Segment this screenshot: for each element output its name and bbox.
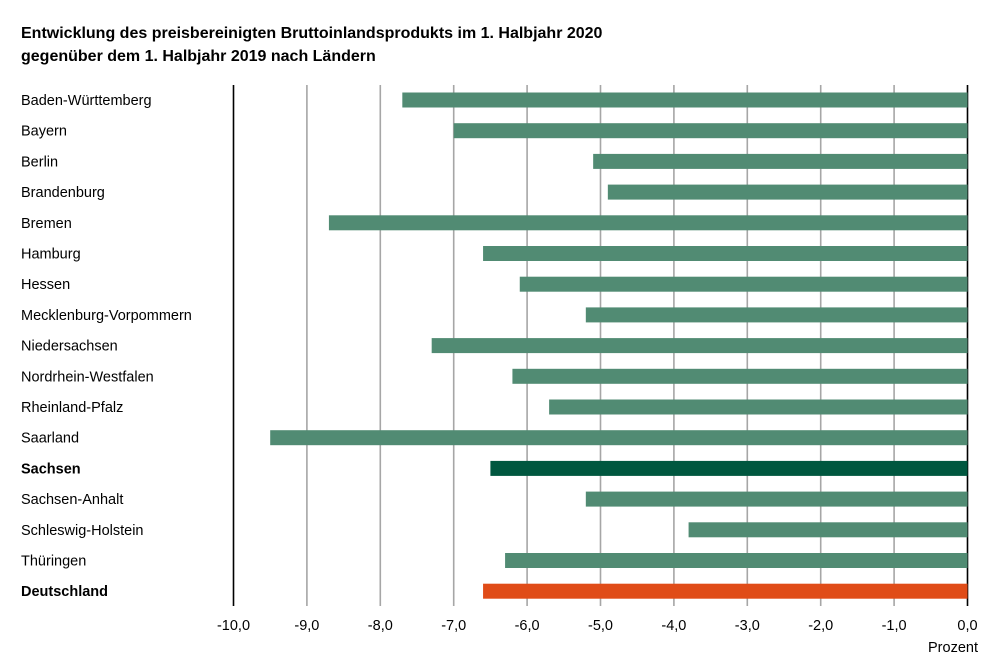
bar-niedersachsen — [431, 338, 968, 354]
bar-nordrhein-westfalen — [512, 368, 968, 384]
category-label: Deutschland — [21, 584, 108, 600]
bar-bayern — [453, 123, 968, 139]
bar-baden-w-rttemberg — [402, 92, 968, 108]
x-tick-label: -9,0 — [294, 618, 319, 634]
category-label: Saarland — [21, 431, 79, 447]
category-label: Sachsen-Anhalt — [21, 492, 123, 508]
category-label: Schleswig-Holstein — [21, 523, 144, 539]
category-label: Sachsen — [21, 461, 81, 477]
category-label: Bremen — [21, 216, 72, 232]
category-label: Rheinland-Pfalz — [21, 400, 123, 416]
category-label: Bayern — [21, 124, 67, 140]
x-tick-label: -1,0 — [882, 618, 907, 634]
category-label: Nordrhein-Westfalen — [21, 369, 154, 385]
bar-sachsen — [490, 460, 968, 476]
bar-bremen — [328, 215, 968, 231]
bar-hamburg — [483, 246, 968, 261]
chart-title-line2: gegenüber dem 1. Halbjahr 2019 nach Länd… — [21, 48, 376, 65]
x-tick-labels: -10,0 -9,0 -8,0 -7,0 -6,0 -5,0 -4,0 -3,0 -2,0 -1,… — [217, 618, 978, 634]
x-tick-label: -5,0 — [588, 618, 613, 634]
x-tick-label: -10,0 — [217, 618, 250, 634]
bar-berlin — [593, 153, 968, 169]
category-label: Berlin — [21, 154, 58, 170]
category-label: Baden-Württemberg — [21, 93, 152, 109]
bars — [270, 92, 968, 599]
category-label: Hamburg — [21, 247, 81, 263]
bar-brandenburg — [607, 184, 968, 200]
category-label: Brandenburg — [21, 185, 105, 201]
x-axis-label: Prozent — [928, 640, 978, 656]
x-tick-label: -2,0 — [808, 618, 833, 634]
x-tick-label: 0,0 — [957, 618, 977, 634]
category-label: Hessen — [21, 277, 70, 293]
x-tick-label: -7,0 — [441, 618, 466, 634]
bar-mecklenburg-vorpommern — [585, 307, 968, 323]
chart-title: Entwicklung des preisbereinigten Bruttoi… — [21, 22, 602, 68]
category-label: Mecklenburg-Vorpommern — [21, 308, 192, 324]
bar-saarland — [270, 430, 968, 446]
bar-th-ringen — [505, 553, 968, 568]
bar-deutschland — [483, 583, 968, 599]
x-tick-label: -6,0 — [515, 618, 540, 634]
x-tick-label: -8,0 — [368, 618, 393, 634]
x-tick-label: -3,0 — [735, 618, 760, 634]
category-labels: Baden-Württemberg Bayern Berlin Brandenburg… — [21, 93, 192, 600]
category-label: Niedersachsen — [21, 339, 118, 355]
x-tick-label: -4,0 — [661, 618, 686, 634]
category-label: Thüringen — [21, 554, 86, 570]
bar-rheinland-pfalz — [549, 399, 968, 415]
chart-title-line1: Entwicklung des preisbereinigten Bruttoi… — [21, 25, 603, 42]
bar-sachsen-anhalt — [585, 491, 968, 507]
bar-hessen — [519, 276, 968, 292]
bar-schleswig-holstein — [688, 522, 968, 538]
